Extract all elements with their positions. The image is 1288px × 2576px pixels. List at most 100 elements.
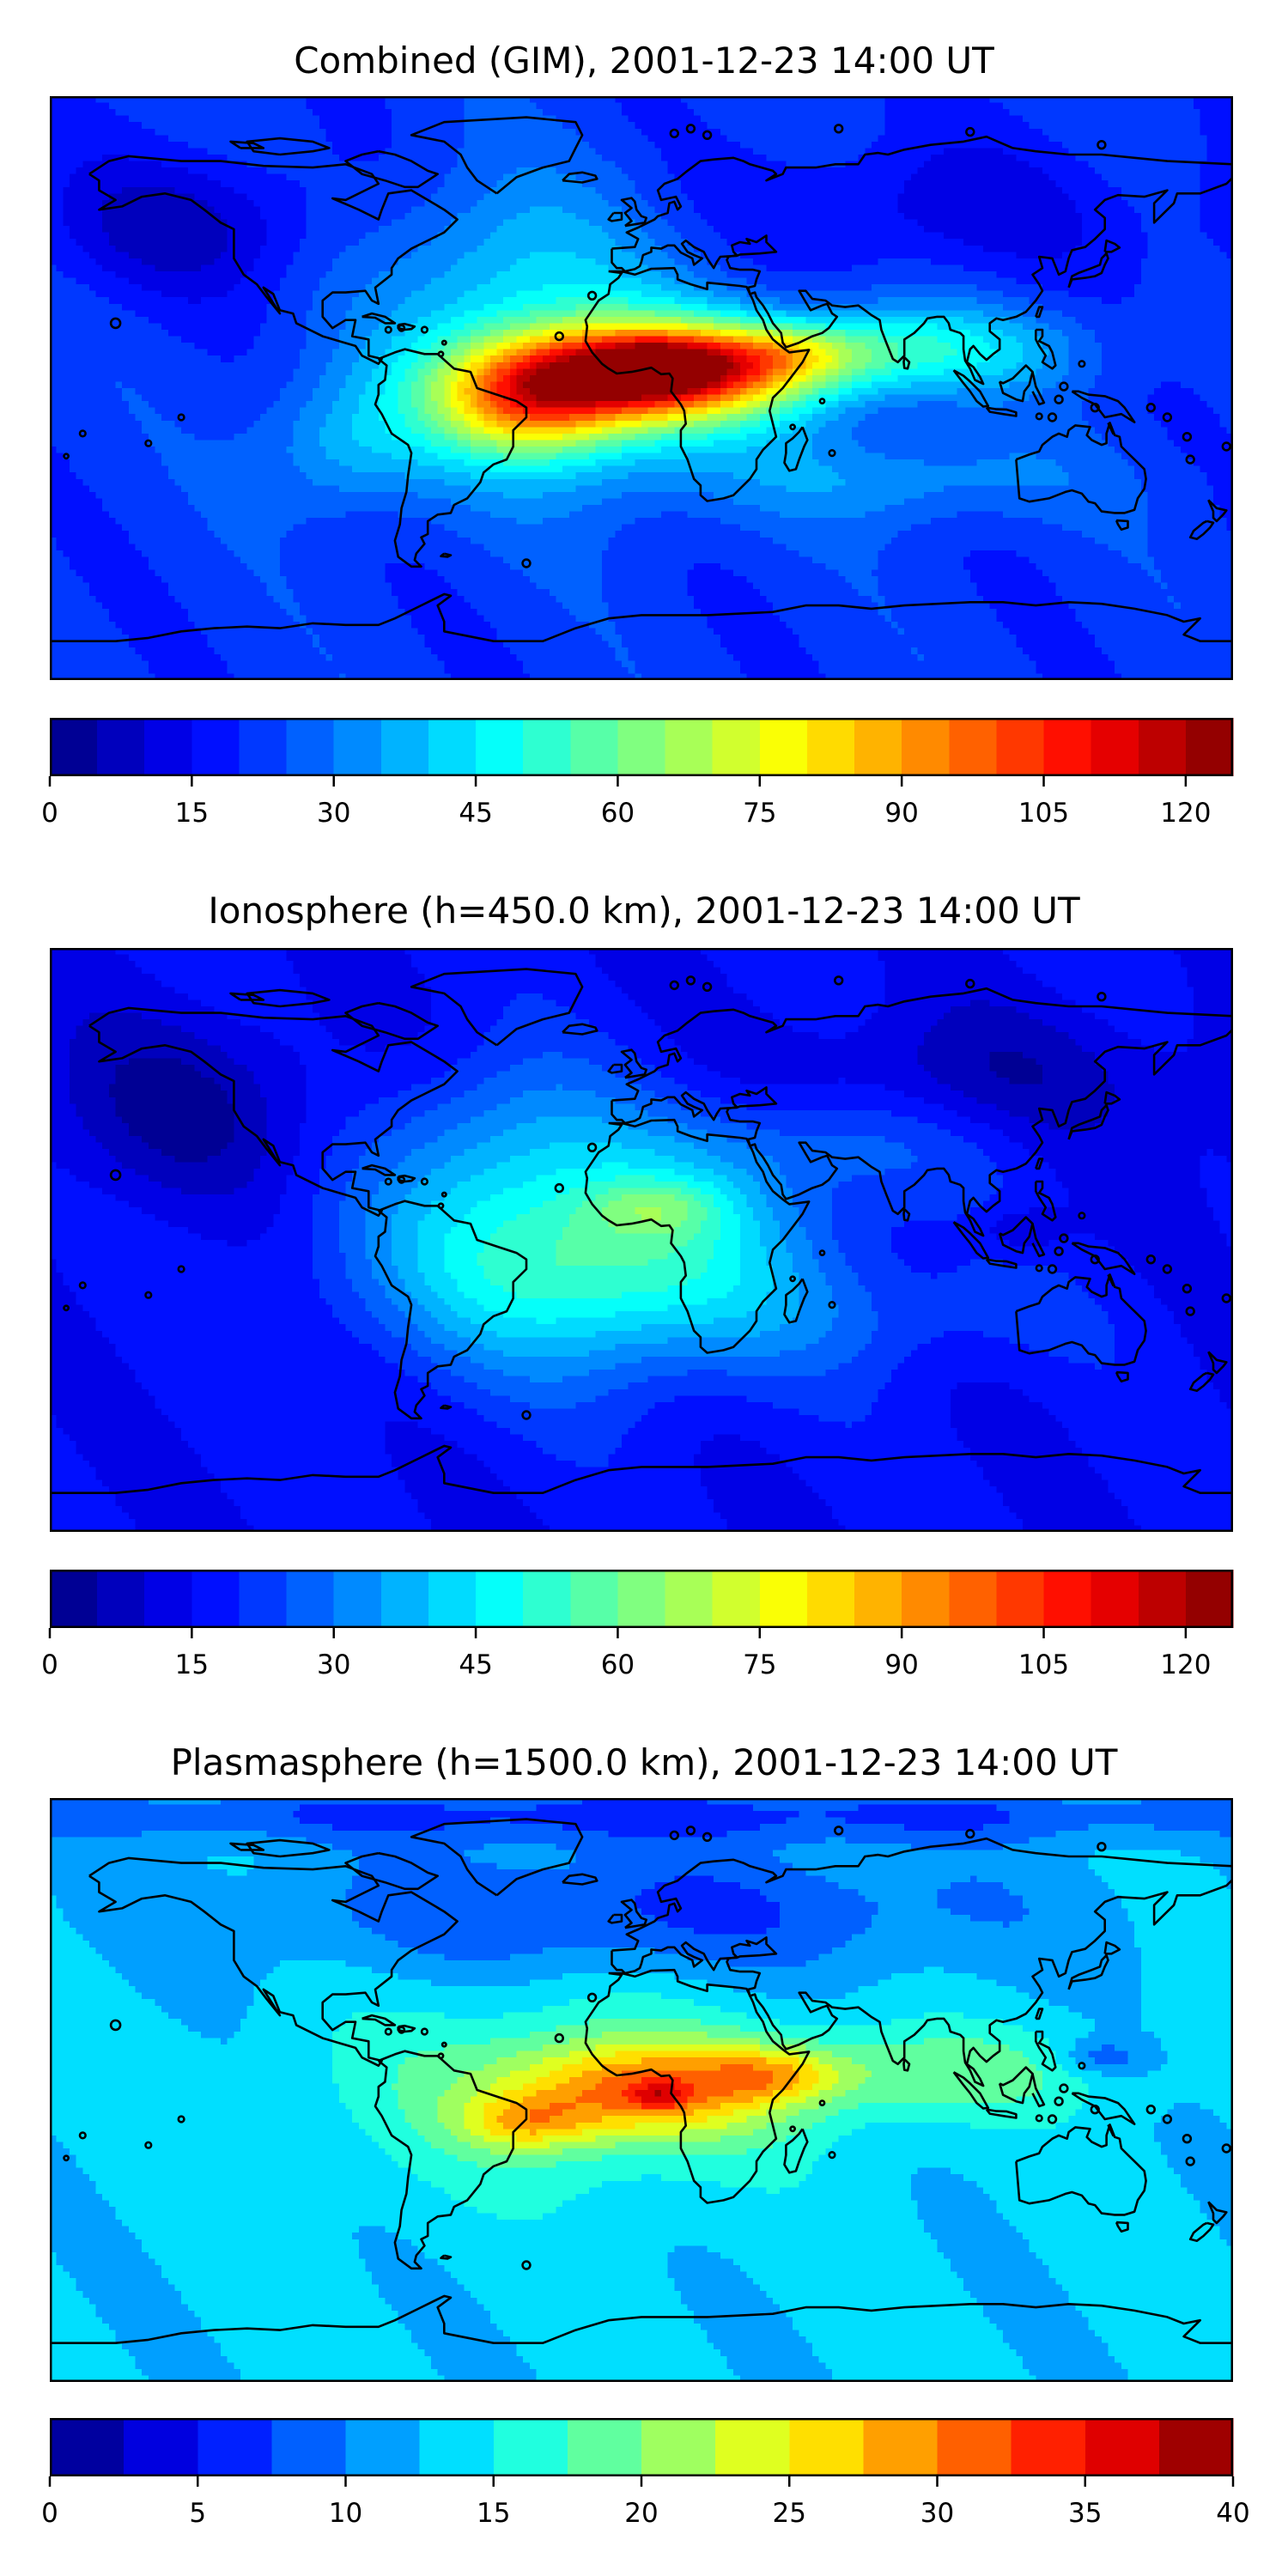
colorbar-frame: [50, 718, 1233, 776]
island: [1059, 381, 1069, 392]
colorbar-segment: [712, 718, 761, 776]
island: [554, 1182, 564, 1194]
colorbar-segment: [1084, 2418, 1160, 2476]
island: [789, 2125, 796, 2133]
colorbar-tick-label: 25: [772, 2498, 806, 2529]
colorbar: [48, 718, 1234, 787]
colorbar-segment: [863, 2418, 939, 2476]
coastline: [1067, 252, 1109, 289]
coastline: [952, 1221, 990, 1260]
colorbar-segment: [523, 1570, 571, 1628]
island: [833, 1826, 844, 1836]
coastline: [611, 135, 1233, 386]
colorbar-segment: [428, 1570, 477, 1628]
island: [78, 2131, 87, 2140]
island: [1059, 1233, 1069, 1243]
colorbar-tick-labels: 0 5 10 15 20 25 30 35 40: [41, 2498, 1250, 2535]
colorbar-segment: [380, 718, 429, 776]
colorbar-segment: [144, 1570, 192, 1628]
coastline: [985, 406, 1018, 417]
coastline: [1015, 1273, 1147, 1366]
colorbar-segment: [759, 718, 808, 776]
colorbar-segment: [1091, 718, 1139, 776]
colorbar-segment: [665, 1570, 714, 1628]
coastline: [1188, 1371, 1215, 1392]
colorbar-frame: [50, 2418, 1233, 2476]
coastline: [1188, 2221, 1215, 2242]
colorbar-tick-label: 15: [174, 798, 210, 829]
colorbar-tick-label: 40: [1216, 2498, 1250, 2529]
colorbar-segment: [50, 1570, 98, 1628]
colorbar-segment: [902, 718, 950, 776]
island: [1221, 2143, 1232, 2154]
colorbar-tick-label: 120: [1160, 1649, 1212, 1680]
colorbar-segment: [789, 2418, 864, 2476]
colorbar-tick-label: 105: [1018, 798, 1070, 829]
coastline: [998, 364, 1034, 403]
island: [384, 2027, 392, 2036]
island: [63, 2154, 70, 2162]
coastline: [246, 988, 331, 1008]
coastline: [1031, 1223, 1046, 1258]
coastline: [584, 1118, 811, 1354]
island: [1145, 1255, 1157, 1265]
colorbar-segment: [854, 718, 902, 776]
coastline: [410, 1818, 584, 1897]
coastline: [50, 1444, 1233, 1494]
colorbar-segment: [1185, 1570, 1234, 1628]
island: [789, 1275, 796, 1283]
island: [109, 2019, 122, 2032]
coastline: [1107, 1273, 1115, 1287]
colorbar-segment: [144, 718, 192, 776]
chart-title: Plasmasphere (h=1500.0 km), 2001-12-23 1…: [170, 1741, 1118, 1783]
island: [440, 2041, 447, 2048]
colorbar-segment: [124, 2418, 198, 2476]
colorbar-segment: [239, 1570, 288, 1628]
coastline: [361, 312, 397, 325]
coastline: [374, 1200, 528, 1420]
colorbar-segment: [50, 718, 98, 776]
coastline: [783, 2128, 809, 2174]
coastline: [584, 266, 811, 502]
coastline: [1035, 2030, 1057, 2072]
coastline: [607, 1063, 623, 1074]
colorbar-segment: [567, 2418, 642, 2476]
island: [1054, 2096, 1064, 2106]
island: [1078, 1212, 1086, 1220]
colorbar-segment: [641, 2418, 716, 2476]
island: [965, 1828, 975, 1839]
colorbar-segment: [1185, 718, 1234, 776]
coastline: [562, 1023, 598, 1036]
coastline: [562, 171, 598, 184]
coastline: [902, 1208, 911, 1222]
coastline: [985, 1258, 1018, 1269]
chart-title: Ionosphere (h=450.0 km), 2001-12-23 14:0…: [208, 890, 1080, 932]
island: [828, 1301, 836, 1309]
coastline: [902, 356, 911, 370]
coastline: [246, 1838, 331, 1858]
coastline: [1031, 2073, 1046, 2108]
colorbar-segment: [286, 1570, 335, 1628]
coastline: [562, 1873, 598, 1886]
colorbar-segment: [493, 2418, 568, 2476]
island: [1182, 1284, 1193, 1294]
island: [177, 1265, 185, 1273]
colorbar-segment: [996, 718, 1045, 776]
island: [586, 1992, 598, 2003]
tec-map: [50, 948, 1233, 1532]
colorbar-frame: [50, 1570, 1233, 1628]
colorbar-tick-label: 5: [189, 2498, 207, 2529]
island: [398, 324, 406, 332]
colorbar-segment: [191, 718, 240, 776]
coastline: [1103, 1941, 1121, 1955]
colorbar-segment: [345, 2418, 421, 2476]
island: [828, 449, 836, 458]
island: [833, 975, 844, 986]
colorbar-segment: [286, 718, 335, 776]
island: [586, 290, 598, 301]
island: [965, 978, 975, 989]
coastline: [1067, 1953, 1109, 1990]
island: [177, 2115, 185, 2123]
colorbar-tick-label: 45: [459, 798, 493, 829]
colorbar-tick-label: 20: [624, 2498, 659, 2529]
